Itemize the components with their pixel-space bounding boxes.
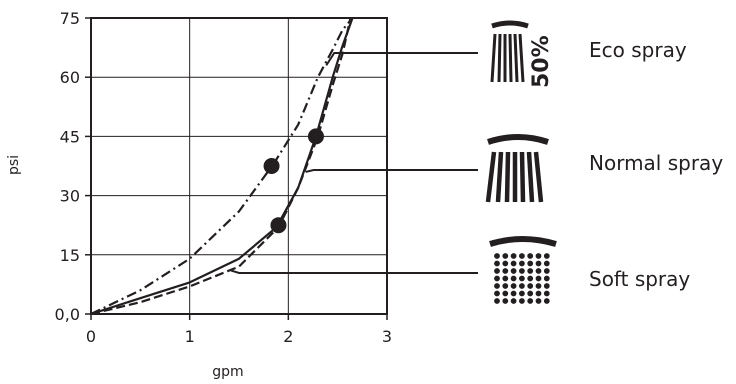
spray-dot xyxy=(510,268,517,274)
x-tick-label: 3 xyxy=(382,327,392,346)
x-axis-label: gpm xyxy=(212,364,243,380)
data-markers xyxy=(263,128,324,234)
y-tick-label: 45 xyxy=(60,127,80,146)
normal-spray-icon xyxy=(485,134,549,203)
x-tick-label: 0 xyxy=(86,327,96,346)
eco-spray-icon: 50% xyxy=(490,20,554,88)
spray-dot xyxy=(527,283,534,289)
spray-dot xyxy=(502,298,509,304)
spray-dot xyxy=(527,253,534,259)
spray-dot xyxy=(510,283,517,289)
spray-dot xyxy=(543,290,550,297)
spray-dot xyxy=(519,253,525,259)
legend-label-soft: Soft spray xyxy=(589,267,690,291)
spray-dot xyxy=(510,298,517,304)
data-marker xyxy=(307,128,324,145)
spray-dot xyxy=(510,290,517,297)
series-line-eco-spray xyxy=(91,18,354,314)
y-axis-label: psi xyxy=(6,155,22,175)
spray-dot xyxy=(519,268,525,274)
spray-dot xyxy=(494,253,500,259)
spray-dot xyxy=(527,268,534,274)
spray-dot xyxy=(494,260,500,267)
spray-dot xyxy=(494,290,500,297)
y-tick-label: 60 xyxy=(60,68,80,87)
spray-dot xyxy=(519,260,525,267)
y-tick-label: 0,0 xyxy=(55,305,80,324)
legend-label-normal: Normal spray xyxy=(589,151,723,175)
eco-badge: 50% xyxy=(529,35,554,88)
spray-dot xyxy=(519,283,525,289)
spray-dot xyxy=(502,275,509,282)
spray-dot xyxy=(535,260,542,267)
spray-dot xyxy=(494,283,500,289)
spray-dot xyxy=(543,298,550,304)
spray-dot xyxy=(519,298,525,304)
data-marker xyxy=(263,158,280,174)
y-tick-label: 30 xyxy=(60,187,80,206)
spray-dot xyxy=(535,290,542,297)
spray-dot xyxy=(494,298,500,304)
spray-dot xyxy=(502,268,509,274)
spray-dot xyxy=(527,260,534,267)
spray-dot xyxy=(502,290,509,297)
x-tick-label: 2 xyxy=(283,327,293,346)
spray-dot xyxy=(510,253,517,259)
spray-dot xyxy=(535,283,542,289)
spray-dot xyxy=(543,253,550,259)
series-line-normal-spray xyxy=(91,18,354,314)
spray-dot xyxy=(519,275,525,282)
spray-dot xyxy=(527,290,534,297)
plot-frame xyxy=(90,17,388,315)
x-tick-labels: 0 1 2 3 xyxy=(86,314,392,346)
leader-line xyxy=(230,269,478,274)
spray-dot xyxy=(543,275,550,282)
legend-label-eco: Eco spray xyxy=(589,38,687,62)
series-line-soft-spray xyxy=(91,18,352,314)
x-tick-label: 1 xyxy=(185,327,195,346)
spray-dot xyxy=(535,268,542,274)
leader-line xyxy=(305,169,478,173)
spray-dot xyxy=(502,283,509,289)
spray-dot xyxy=(543,283,550,289)
spray-dot xyxy=(535,275,542,282)
data-marker xyxy=(270,217,287,234)
series-lines xyxy=(91,18,354,314)
spray-dot xyxy=(502,260,509,267)
spray-dot xyxy=(519,290,525,297)
spray-dot xyxy=(543,260,550,267)
y-tick-labels: 0,0 15 30 45 60 75 xyxy=(55,9,91,324)
spray-dot xyxy=(535,253,542,259)
leader-line xyxy=(325,52,478,66)
spray-dot xyxy=(543,268,550,274)
y-tick-label: 75 xyxy=(60,9,80,28)
spray-dot xyxy=(494,275,500,282)
spray-dot xyxy=(510,260,517,267)
soft-spray-icon xyxy=(489,236,557,304)
spray-dot xyxy=(502,253,509,259)
spray-dot xyxy=(510,275,517,282)
spray-dot xyxy=(527,275,534,282)
legend-leader-lines xyxy=(230,52,478,274)
y-tick-label: 15 xyxy=(60,246,80,265)
spray-dot xyxy=(535,298,542,304)
grid xyxy=(90,17,388,315)
spray-dot xyxy=(527,298,534,304)
spray-dot xyxy=(494,268,500,274)
